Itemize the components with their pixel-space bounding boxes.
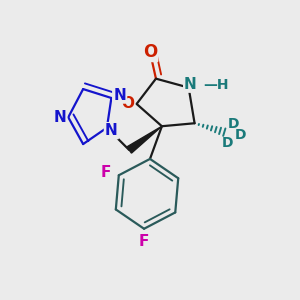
Text: N: N (184, 77, 196, 92)
Text: F: F (101, 165, 112, 180)
Text: D: D (228, 117, 240, 131)
Text: D: D (235, 128, 246, 142)
Text: N: N (113, 88, 126, 103)
Text: O: O (121, 96, 134, 111)
Text: D: D (221, 136, 233, 151)
Text: F: F (139, 234, 149, 249)
Text: O: O (143, 43, 157, 61)
Text: —H: —H (203, 78, 229, 92)
Polygon shape (127, 126, 162, 153)
Text: N: N (54, 110, 66, 125)
Text: N: N (105, 123, 118, 138)
